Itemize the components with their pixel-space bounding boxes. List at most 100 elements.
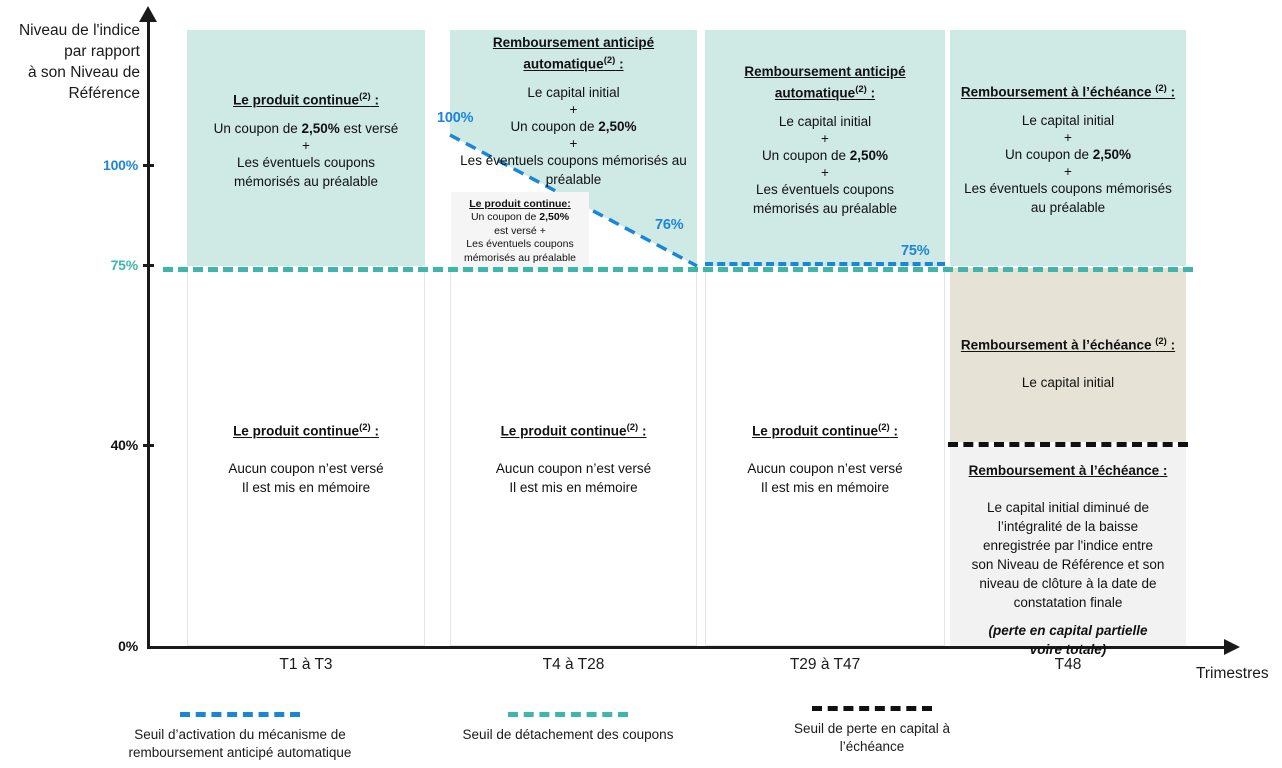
y-axis-title-line: Niveau de l'indice xyxy=(18,22,140,39)
block-line: Il est mis en mémoire xyxy=(241,479,371,495)
legend-swatch-coupon xyxy=(508,712,628,717)
threshold-line-capital-loss-40 xyxy=(948,442,1188,447)
inner-note-line: est versé + xyxy=(494,224,546,237)
block-line: niveau de clôture à la date de xyxy=(979,576,1157,591)
block-middle-t48: Remboursement à l’échéance (2) : Le capi… xyxy=(950,333,1186,392)
y-axis-line xyxy=(147,18,150,648)
block-line: + xyxy=(821,164,829,180)
threshold-line-activation-t29-t47 xyxy=(705,262,945,266)
column-band-lower-t48 xyxy=(950,447,1186,646)
block-line: Le capital initial xyxy=(1021,112,1115,128)
block-line: Il est mis en mémoire xyxy=(760,479,890,495)
block-line: son Niveau de Référence et son xyxy=(971,557,1165,572)
legend-swatch-capital-loss xyxy=(812,706,932,711)
legend-swatch-activation xyxy=(180,712,300,717)
column-frame-t1-t3 xyxy=(187,268,425,646)
block-upper-t29-t47: Remboursement anticipé automatique(2) : … xyxy=(705,63,945,218)
block-heading: Le produit continue(2) : xyxy=(233,91,379,108)
x-label-t29-t47: T29 à T47 xyxy=(789,656,861,673)
y-axis-title-line: à son Niveau de xyxy=(27,64,140,81)
block-upper-t4-t28: Remboursement anticipé automatique(2) : … xyxy=(452,30,695,189)
block-heading: Remboursement à l’échéance (2) : xyxy=(960,336,1176,353)
block-line: Un coupon de 2,50% xyxy=(1004,146,1132,162)
block-line: Le capital initial xyxy=(527,84,620,100)
block-line: mémorisés au préalable xyxy=(752,200,898,216)
y-axis-title-line: par rapport xyxy=(64,43,140,60)
block-line: Aucun coupon n’est versé xyxy=(747,460,903,476)
block-line: Le capital initial diminué de xyxy=(986,500,1150,515)
y-tick-label-75: 75% xyxy=(110,257,139,273)
block-heading: Remboursement à l’échéance (2) : xyxy=(960,83,1176,100)
block-line: enregistrée par l'indice entre xyxy=(983,538,1153,553)
block-line: + xyxy=(569,135,578,151)
column-band-upper-t48 xyxy=(950,30,1186,266)
block-line: + xyxy=(821,130,829,146)
y-tick-100 xyxy=(143,164,154,167)
block-line: Le capital initial xyxy=(1021,374,1115,390)
y-tick-75 xyxy=(143,264,154,267)
block-line: l’intégralité de la baisse xyxy=(997,519,1139,534)
block-heading: Le produit continue(2) : xyxy=(752,422,898,439)
block-line: Il est mis en mémoire xyxy=(509,479,638,495)
block-lower-t29-t47: Le produit continue(2) : Aucun coupon n’… xyxy=(705,419,945,497)
marker-label-76-t4-t28: 76% xyxy=(655,217,684,233)
block-lower-t4-t28: Le produit continue(2) : Aucun coupon n’… xyxy=(450,419,697,497)
x-axis-unit-label: Trimestres xyxy=(1196,665,1269,682)
block-line: Le capital initial xyxy=(778,113,872,129)
block-line: Les éventuels coupons mémorisés au préal… xyxy=(460,152,687,187)
block-line: + xyxy=(302,137,310,153)
block-line: + xyxy=(569,101,578,117)
threshold-line-coupon-75 xyxy=(163,267,1193,272)
block-emphasis-line: voire totale) xyxy=(1029,642,1107,657)
block-heading: Le produit continue(2) : xyxy=(500,422,647,439)
column-band-upper-t29-t47 xyxy=(705,30,945,266)
block-line: + xyxy=(1064,163,1072,179)
legend-text-coupon: Seuil de détachement des coupons xyxy=(462,727,674,742)
block-line: Aucun coupon n’est versé xyxy=(495,460,652,476)
y-tick-label-100: 100% xyxy=(102,157,138,173)
x-axis-arrow xyxy=(1224,639,1240,655)
legend-text-activation: Seuil d’activation du mécanisme de rembo… xyxy=(128,727,352,760)
x-label-t4-t28: T4 à T28 xyxy=(542,656,605,673)
column-band-middle-t48 xyxy=(950,268,1186,442)
y-axis-title: Niveau de l'indice par rapport à son Niv… xyxy=(0,20,140,104)
block-line: + xyxy=(1064,129,1072,145)
x-label-t1-t3: T1 à T3 xyxy=(279,656,333,673)
y-axis-title-line: Référence xyxy=(68,85,140,102)
block-upper-t48: Remboursement à l’échéance (2) : Le capi… xyxy=(950,80,1186,217)
block-heading: Le produit continue(2) : xyxy=(233,422,379,439)
inner-note-box-t4-t28: Le produit continue: Un coupon de 2,50% … xyxy=(451,192,589,271)
block-lower-t1-t3: Le produit continue(2) : Aucun coupon n’… xyxy=(187,419,425,497)
column-band-upper-t1-t3 xyxy=(187,30,425,266)
inner-note-line: mémorisés au préalable xyxy=(463,251,577,264)
block-line: constatation finale xyxy=(1013,595,1123,610)
legend-text-capital-loss: Seuil de perte en capital à l’échéance xyxy=(793,721,951,754)
block-upper-t1-t3: Le produit continue(2) : Un coupon de 2,… xyxy=(187,88,425,191)
x-axis-line xyxy=(147,646,1227,649)
block-heading: Remboursement anticipé automatique(2) : xyxy=(492,35,655,72)
y-tick-label-0: 0% xyxy=(118,638,138,654)
block-line: Les éventuels coupons xyxy=(236,154,376,170)
block-line: mémorisés au préalable xyxy=(233,173,379,189)
y-axis-arrow xyxy=(139,6,157,22)
block-heading: Remboursement à l’échéance : xyxy=(968,463,1168,478)
block-line: Un coupon de 2,50% xyxy=(761,147,889,163)
block-line: Les éventuels coupons mémorisés xyxy=(964,180,1172,196)
column-frame-t4-t28 xyxy=(450,268,697,646)
block-line: au préalable xyxy=(1030,199,1106,215)
block-line: Aucun coupon n’est versé xyxy=(228,460,384,476)
x-label-t48: T48 xyxy=(1054,656,1082,673)
y-tick-label-40: 40% xyxy=(110,437,139,453)
block-lower-t48: Remboursement à l’échéance : Le capital … xyxy=(950,462,1186,659)
inner-note-heading: Le produit continue: xyxy=(469,198,571,210)
block-line: Les éventuels coupons xyxy=(755,181,895,197)
marker-label-75-t29-t47: 75% xyxy=(901,243,930,259)
block-line: Un coupon de 2,50% est versé xyxy=(213,120,399,136)
inner-note-line: Un coupon de 2,50% xyxy=(470,211,570,223)
block-line: Un coupon de 2,50% xyxy=(510,118,637,134)
block-emphasis-line: (perte en capital partielle xyxy=(988,623,1148,638)
block-heading: Remboursement anticipé automatique(2) : xyxy=(744,64,906,101)
inner-note-line: Les éventuels coupons xyxy=(466,238,574,250)
marker-label-100-t4-t28: 100% xyxy=(437,110,474,126)
